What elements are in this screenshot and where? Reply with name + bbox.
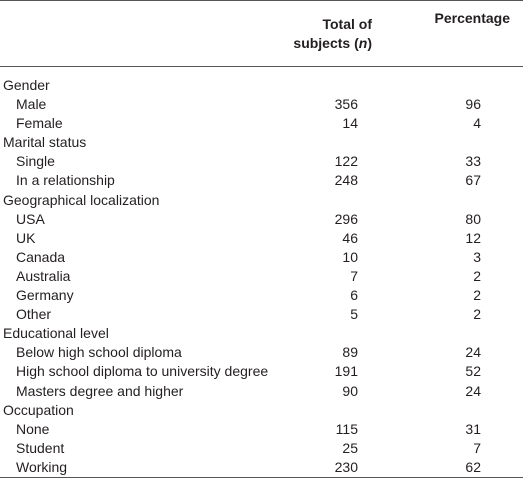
row-label: Canada <box>16 248 66 265</box>
table-body: Gender Male 356 96 Female 14 4 Marital status Si… <box>0 67 523 478</box>
empty-cell <box>372 67 523 96</box>
percentage-cell: 67 <box>465 172 481 189</box>
empty-cell <box>372 401 523 420</box>
data-row: Below high school diploma 89 24 <box>0 343 523 362</box>
row-label: Australia <box>16 267 71 284</box>
percentage-cell: 2 <box>473 267 481 284</box>
percentage-cell: 96 <box>465 96 481 113</box>
count-cell: 296 <box>334 210 358 227</box>
empty-cell <box>290 191 372 210</box>
percentage-cell: 7 <box>473 439 481 456</box>
group-row: Educational level <box>0 324 523 343</box>
data-row: In a relationship 248 67 <box>0 171 523 190</box>
row-label: Student <box>16 439 65 456</box>
data-row: UK 46 12 <box>0 229 523 248</box>
percentage-cell: 24 <box>465 344 481 361</box>
empty-cell <box>290 401 372 420</box>
data-row: Student 25 7 <box>0 439 523 458</box>
data-row: Female 14 4 <box>0 114 523 133</box>
empty-cell <box>372 324 523 343</box>
percentage-cell: 2 <box>473 287 481 304</box>
row-label: Below high school diploma <box>16 344 182 361</box>
empty-cell <box>290 324 372 343</box>
count-cell: 230 <box>334 458 358 475</box>
count-cell: 248 <box>334 172 358 189</box>
header-text: Total of <box>322 15 372 32</box>
data-row: USA 296 80 <box>0 210 523 229</box>
count-cell: 14 <box>342 115 358 132</box>
header-symbol: n <box>358 34 368 51</box>
table-header: Total of subjects (n) Percentage <box>0 0 523 67</box>
data-row: Single 122 33 <box>0 152 523 171</box>
count-cell: 5 <box>350 306 358 323</box>
empty-cell <box>372 191 523 210</box>
group-label: Educational level <box>3 325 109 342</box>
row-label: Germany <box>16 287 74 304</box>
percentage-cell: 33 <box>465 153 481 170</box>
group-label: Gender <box>3 77 50 93</box>
data-row: Germany 6 2 <box>0 286 523 305</box>
percentage-cell: 80 <box>465 210 481 227</box>
header-text: subjects ( <box>293 34 359 51</box>
header-text: ) <box>367 34 372 51</box>
empty-cell <box>290 67 372 96</box>
percentage-cell: 4 <box>473 115 481 132</box>
data-row: Australia 7 2 <box>0 267 523 286</box>
group-label: Occupation <box>3 401 74 418</box>
count-cell: 25 <box>342 439 358 456</box>
group-label: Geographical localization <box>3 191 160 208</box>
count-cell: 89 <box>342 344 358 361</box>
count-cell: 356 <box>334 96 358 113</box>
count-cell: 10 <box>342 248 358 265</box>
row-label: In a relationship <box>16 172 115 189</box>
data-row: Masters degree and higher 90 24 <box>0 382 523 401</box>
data-row: Male 356 96 <box>0 95 523 114</box>
percentage-cell: 24 <box>465 382 481 399</box>
count-cell: 6 <box>350 287 358 304</box>
row-label: UK <box>16 229 36 246</box>
empty-cell <box>290 133 372 152</box>
header-cell: Total of subjects (n) <box>290 0 372 67</box>
percentage-cell: 31 <box>465 420 481 437</box>
header-text: Percentage <box>434 10 510 26</box>
group-row: Marital status <box>0 133 523 152</box>
group-row: Occupation <box>0 401 523 420</box>
group-label: Marital status <box>3 134 87 151</box>
count-cell: 191 <box>334 363 358 380</box>
count-cell: 122 <box>334 153 358 170</box>
percentage-cell: 12 <box>465 229 481 246</box>
percentage-cell: 52 <box>465 363 481 380</box>
empty-cell <box>372 133 523 152</box>
header-cell: Percentage <box>372 0 523 67</box>
data-row: Other 5 2 <box>0 305 523 324</box>
data-row: High school diploma to university degree… <box>0 362 523 381</box>
data-row: Canada 10 3 <box>0 248 523 267</box>
group-row: Geographical localization <box>0 191 523 210</box>
row-label: Female <box>16 115 63 132</box>
percentage-cell: 62 <box>465 458 481 475</box>
demographics-table: Total of subjects (n) Percentage Gender Ma… <box>0 0 523 478</box>
row-label: None <box>16 420 50 437</box>
row-label: Working <box>16 458 68 475</box>
data-row: None 115 31 <box>0 420 523 439</box>
percentage-cell: 2 <box>473 306 481 323</box>
count-cell: 115 <box>335 420 358 437</box>
row-label: Other <box>16 306 52 323</box>
row-label: Male <box>16 96 47 113</box>
count-cell: 90 <box>342 382 358 399</box>
row-label: Single <box>16 153 55 170</box>
count-cell: 7 <box>350 267 358 284</box>
header-row: Total of subjects (n) Percentage <box>0 0 523 67</box>
row-label: USA <box>16 210 45 227</box>
count-cell: 46 <box>342 229 358 246</box>
data-row: Working 230 62 <box>0 458 523 478</box>
row-label: High school diploma to university degree <box>16 363 269 380</box>
group-row: Gender <box>0 67 523 96</box>
row-label: Masters degree and higher <box>16 382 184 399</box>
percentage-cell: 3 <box>473 248 481 265</box>
header-cell <box>0 0 290 67</box>
